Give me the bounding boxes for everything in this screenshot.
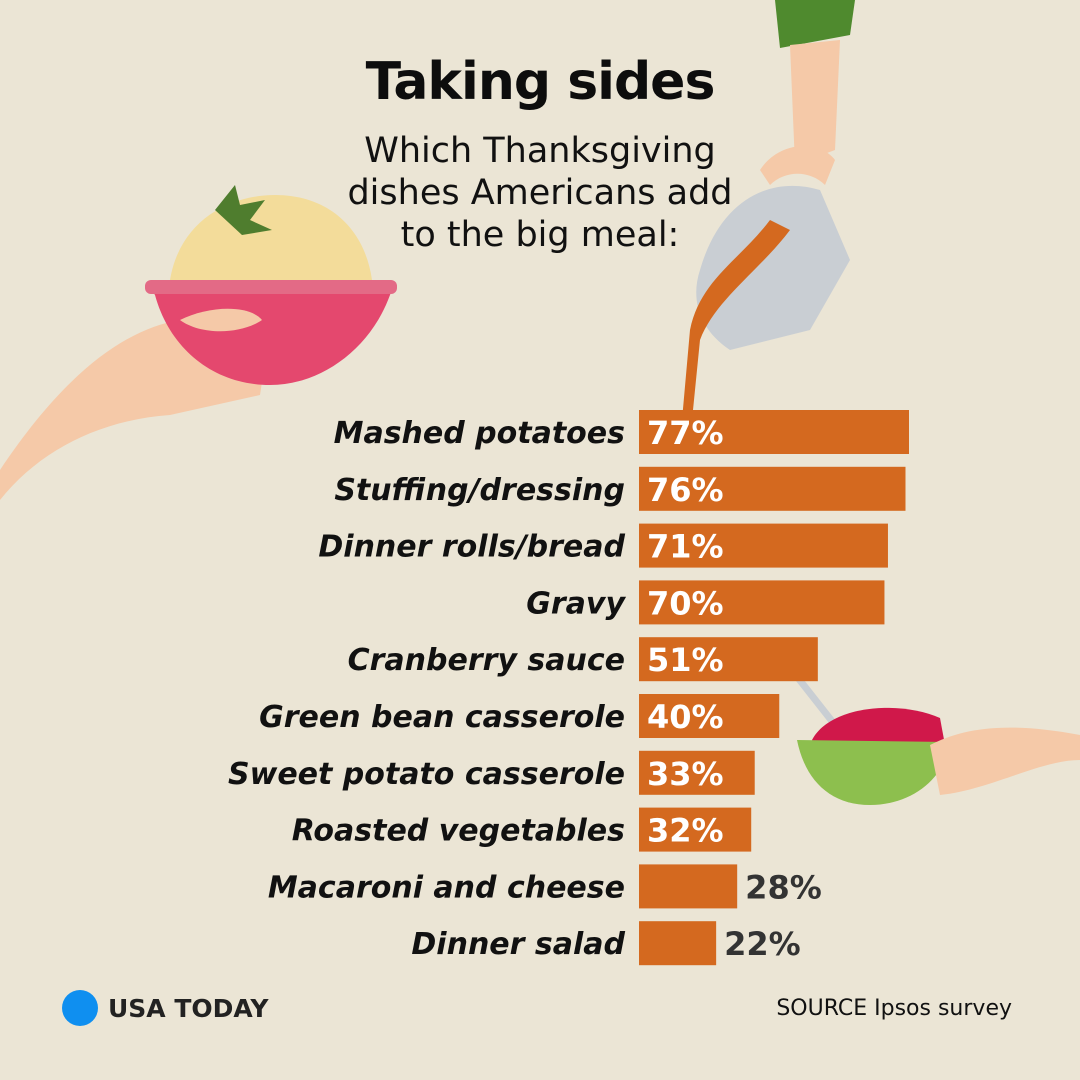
mashed-potato-bowl-illustration	[0, 185, 397, 500]
value-label: 33%	[647, 755, 724, 793]
bar	[639, 694, 780, 738]
category-label: Sweet potato casserole	[228, 757, 625, 792]
bar	[639, 750, 755, 795]
bar	[639, 921, 717, 966]
value-label: 22%	[724, 925, 801, 963]
value-label: 51%	[647, 641, 724, 679]
category-label: Dinner salad	[411, 927, 625, 962]
bar	[639, 807, 752, 852]
gravy-boat-illustration	[682, 0, 855, 420]
chart-title: Taking sides	[365, 52, 716, 112]
value-label: 28%	[745, 868, 822, 906]
bar	[639, 864, 738, 909]
category-label: Green bean casserole	[259, 700, 625, 735]
brand-name: USA TODAY	[108, 993, 269, 1023]
bar	[639, 580, 885, 625]
value-label: 70%	[647, 584, 724, 622]
category-label: Roasted vegetables	[292, 814, 625, 849]
category-label: Gravy	[526, 586, 626, 621]
category-label: Stuffing/dressing	[334, 473, 625, 508]
category-label: Cranberry sauce	[348, 643, 625, 678]
source-note: SOURCE Ipsos survey	[776, 996, 1012, 1021]
value-label: 32%	[647, 812, 724, 850]
category-label: Dinner rolls/bread	[318, 530, 625, 565]
value-label: 76%	[647, 471, 724, 509]
bar	[639, 466, 906, 511]
bar	[639, 523, 888, 568]
category-label: Mashed potatoes	[334, 416, 625, 451]
bar	[639, 637, 818, 682]
chart-subtitle: Which Thanksgiving dishes Americans add …	[347, 131, 733, 255]
usa-today-dot-icon	[62, 990, 98, 1026]
value-label: 71%	[647, 528, 724, 566]
usa-today-logo: USA TODAY	[62, 990, 268, 1026]
bar	[639, 410, 909, 454]
value-label: 40%	[647, 698, 724, 736]
value-label: 77%	[647, 414, 724, 452]
category-label: Macaroni and cheese	[268, 870, 625, 905]
